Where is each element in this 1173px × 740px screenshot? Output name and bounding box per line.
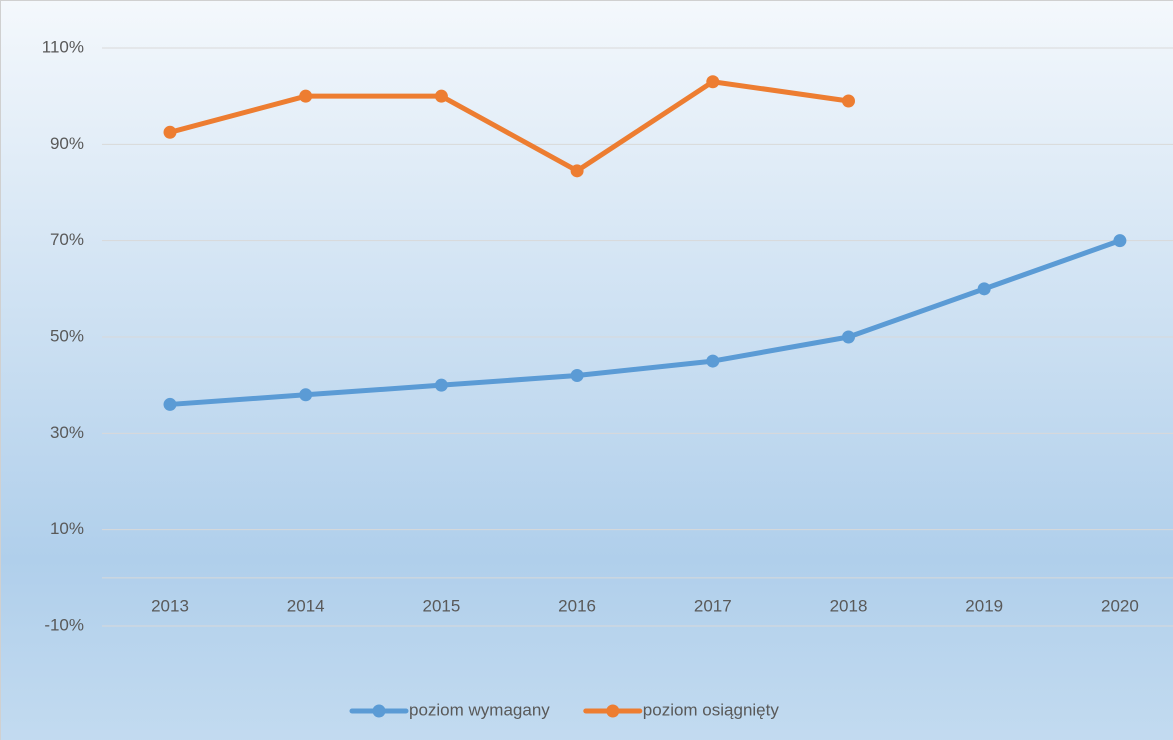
x-tick-label: 2015 bbox=[422, 596, 460, 615]
legend-label: poziom wymagany bbox=[409, 700, 550, 719]
data-point bbox=[842, 330, 855, 344]
data-point bbox=[434, 89, 448, 103]
x-tick-label: 2013 bbox=[151, 596, 189, 615]
legend-label: poziom osiągnięty bbox=[643, 700, 780, 719]
data-point bbox=[570, 164, 584, 178]
legend-marker bbox=[606, 704, 620, 718]
x-tick-label: 2014 bbox=[287, 596, 325, 615]
data-point bbox=[1113, 234, 1127, 248]
series-line bbox=[167, 238, 1123, 407]
data-point bbox=[706, 75, 720, 89]
x-tick-label: 2020 bbox=[1101, 596, 1139, 615]
x-tick-label: 2017 bbox=[694, 596, 732, 615]
y-tick-label: 50% bbox=[50, 326, 84, 345]
data-point bbox=[706, 354, 720, 368]
data-point bbox=[570, 369, 584, 383]
series-line bbox=[167, 79, 851, 174]
y-tick-label: 10% bbox=[50, 519, 84, 538]
y-tick-label: 30% bbox=[50, 423, 84, 442]
data-point bbox=[299, 89, 313, 103]
legend-marker bbox=[372, 704, 386, 718]
y-tick-label: 70% bbox=[50, 230, 84, 249]
data-point bbox=[434, 378, 448, 392]
data-point bbox=[163, 125, 177, 139]
y-tick-label: 110% bbox=[42, 37, 84, 56]
y-tick-label: 90% bbox=[50, 134, 84, 153]
data-point bbox=[842, 94, 855, 108]
x-tick-label: 2016 bbox=[558, 596, 596, 615]
y-tick-label: -10% bbox=[44, 615, 84, 634]
data-point bbox=[163, 397, 177, 411]
x-tick-label: 2019 bbox=[965, 596, 1003, 615]
x-tick-label: 2018 bbox=[830, 596, 868, 615]
data-point bbox=[299, 388, 313, 402]
data-point bbox=[977, 282, 991, 296]
